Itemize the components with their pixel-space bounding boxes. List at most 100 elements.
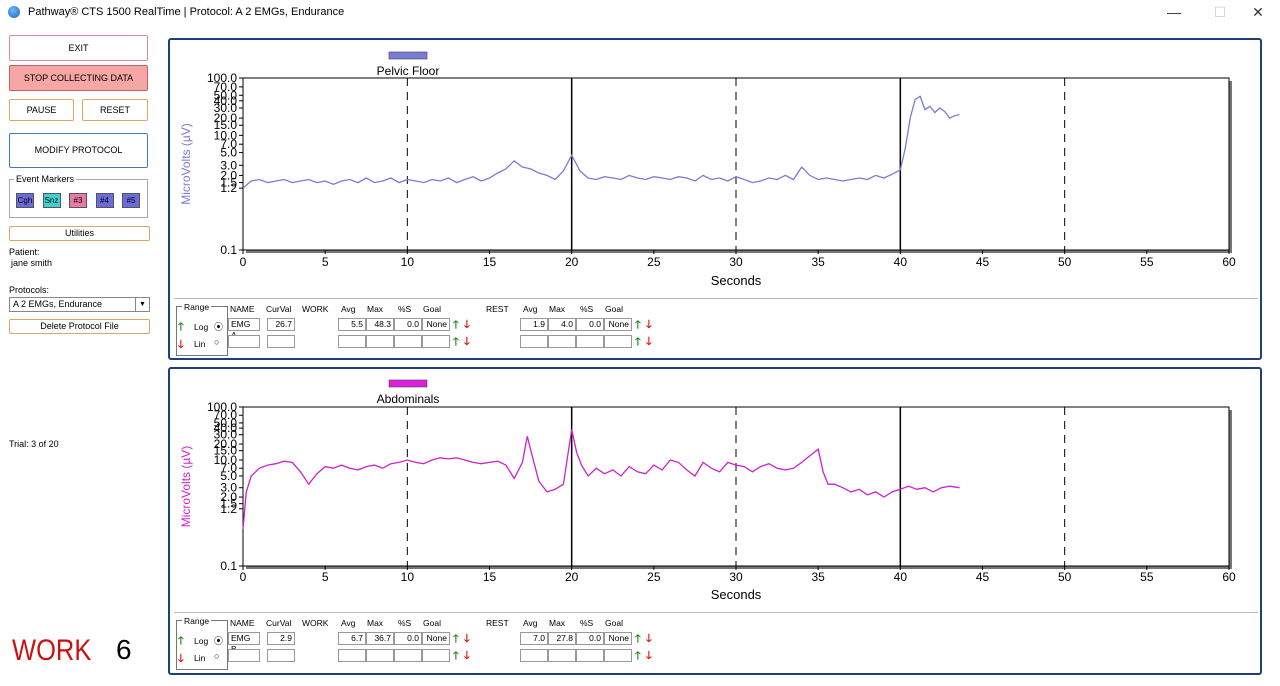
stat-curval: 26.7 — [267, 318, 295, 331]
header-goal: Goal — [423, 304, 441, 314]
modify-protocol-button[interactable]: MODIFY PROTOCOL — [9, 133, 148, 168]
goal-up-arrow-icon[interactable]: 🡑 — [635, 336, 641, 348]
log-label: Log — [194, 322, 209, 332]
header-goal: Goal — [605, 618, 623, 628]
app-icon — [8, 6, 20, 18]
utilities-button[interactable]: Utilities — [9, 226, 150, 241]
range-down-arrow-icon[interactable]: 🡓 — [178, 653, 184, 665]
stat-rest-avg: 1.9 — [520, 318, 548, 331]
y-tick-label: 0.1 — [220, 559, 237, 573]
x-tick-label: 50 — [1058, 255, 1072, 269]
x-tick-label: 20 — [565, 255, 579, 269]
minimize-button[interactable]: — — [1167, 4, 1181, 20]
stat-empty-cell — [228, 335, 260, 348]
header-pct: %S — [398, 618, 412, 628]
lin-radio[interactable]: ○ — [214, 651, 220, 661]
protocols-label: Protocols: — [9, 285, 50, 295]
delete-protocol-button[interactable]: Delete Protocol File — [9, 319, 150, 334]
header-max: Max — [367, 304, 384, 314]
log-radio[interactable]: ⦿ — [214, 636, 224, 646]
stat-work-max: 36.7 — [366, 632, 394, 645]
header-pct: %S — [398, 304, 412, 314]
x-tick-label: 0 — [240, 570, 247, 584]
goal-up-arrow-icon[interactable]: 🡑 — [453, 319, 459, 331]
header-name: NAME — [230, 304, 255, 314]
phase-countdown: 6 — [116, 634, 132, 665]
goal-up-arrow-icon[interactable]: 🡑 — [635, 650, 641, 662]
header-max: Max — [549, 304, 566, 314]
header-max: Max — [367, 618, 384, 628]
y-tick-label: 20.0 — [214, 437, 238, 451]
goal-up-arrow-icon[interactable]: 🡑 — [453, 336, 459, 348]
goal-down-arrow-icon[interactable]: 🡓 — [646, 336, 652, 348]
goal-down-arrow-icon[interactable]: 🡓 — [464, 650, 470, 662]
goal-up-arrow-icon[interactable]: 🡑 — [635, 319, 641, 331]
y-tick-label: 1.2 — [220, 181, 237, 195]
range-up-arrow-icon[interactable]: 🡑 — [178, 321, 184, 333]
log-radio[interactable]: ⦿ — [214, 322, 224, 332]
stat-empty-cell — [604, 649, 632, 662]
header-avg: Avg — [523, 618, 538, 628]
goal-down-arrow-icon[interactable]: 🡓 — [646, 319, 652, 331]
y-tick-label: 0.1 — [220, 243, 237, 257]
stats-separator — [174, 612, 1258, 613]
stat-rest-pct: 0.0 — [576, 632, 604, 645]
window-title: Pathway® CTS 1500 RealTime | Protocol: A… — [28, 6, 345, 18]
goal-down-arrow-icon[interactable]: 🡓 — [464, 336, 470, 348]
goal-down-arrow-icon[interactable]: 🡓 — [464, 319, 470, 331]
stat-rest-goal: None — [604, 632, 632, 645]
stat-empty-cell — [520, 335, 548, 348]
protocol-select[interactable]: A 2 EMGs, Endurance ▼ — [9, 297, 150, 312]
x-tick-label: 40 — [894, 255, 908, 269]
goal-down-arrow-icon[interactable]: 🡓 — [646, 633, 652, 645]
reset-button[interactable]: RESET — [82, 99, 148, 121]
x-tick-label: 5 — [322, 570, 329, 584]
event-marker-button-4[interactable]: #4 — [95, 193, 114, 208]
stat-empty-cell — [576, 335, 604, 348]
series-line-abdominals — [242, 429, 960, 530]
x-tick-label: 0 — [240, 255, 247, 269]
event-marker-button-1[interactable]: Cgh — [16, 193, 34, 208]
x-tick-label: 55 — [1140, 255, 1154, 269]
lin-radio[interactable]: ○ — [214, 337, 220, 347]
close-button[interactable]: ✕ — [1252, 4, 1264, 20]
event-marker-button-2[interactable]: Snz — [42, 193, 61, 208]
stat-work-pct: 0.0 — [394, 318, 422, 331]
goal-down-arrow-icon[interactable]: 🡓 — [646, 650, 652, 662]
header-work: WORK — [302, 304, 329, 314]
goal-up-arrow-icon[interactable]: 🡑 — [453, 633, 459, 645]
x-tick-label: 55 — [1140, 570, 1154, 584]
legend-swatch — [388, 51, 428, 60]
stat-empty-cell — [520, 649, 548, 662]
stat-empty-cell — [228, 649, 260, 662]
stat-empty-cell — [366, 649, 394, 662]
x-tick-label: 45 — [976, 255, 990, 269]
y-tick-label: 10.0 — [214, 128, 238, 142]
exit-button[interactable]: EXIT — [9, 35, 148, 61]
y-tick-label: 70.0 — [214, 408, 238, 422]
y-tick-label: 2.0 — [220, 168, 237, 182]
stat-empty-cell — [548, 649, 576, 662]
y-tick-label: 40.0 — [214, 421, 238, 435]
range-down-arrow-icon[interactable]: 🡓 — [178, 339, 184, 351]
y-tick-label: 2.0 — [220, 490, 237, 504]
stop-collecting-button[interactable]: STOP COLLECTING DATA — [9, 65, 148, 91]
x-tick-label: 50 — [1058, 570, 1072, 584]
header-curval: CurVal — [266, 618, 292, 628]
stat-empty-cell — [394, 649, 422, 662]
stat-work-avg: 6.7 — [338, 632, 366, 645]
header-name: NAME — [230, 618, 255, 628]
event-marker-button-5[interactable]: #5 — [122, 193, 140, 208]
event-marker-button-3[interactable]: #3 — [69, 193, 87, 208]
range-up-arrow-icon[interactable]: 🡑 — [178, 635, 184, 647]
stat-empty-cell — [604, 335, 632, 348]
goal-up-arrow-icon[interactable]: 🡑 — [635, 633, 641, 645]
chevron-down-icon[interactable]: ▼ — [135, 298, 149, 311]
goal-down-arrow-icon[interactable]: 🡓 — [464, 633, 470, 645]
header-avg: Avg — [523, 304, 538, 314]
y-tick-label: 1.2 — [220, 502, 237, 516]
stat-empty-cell — [338, 649, 366, 662]
y-tick-label: 1.5 — [220, 176, 237, 190]
goal-up-arrow-icon[interactable]: 🡑 — [453, 650, 459, 662]
pause-button[interactable]: PAUSE — [9, 99, 74, 121]
